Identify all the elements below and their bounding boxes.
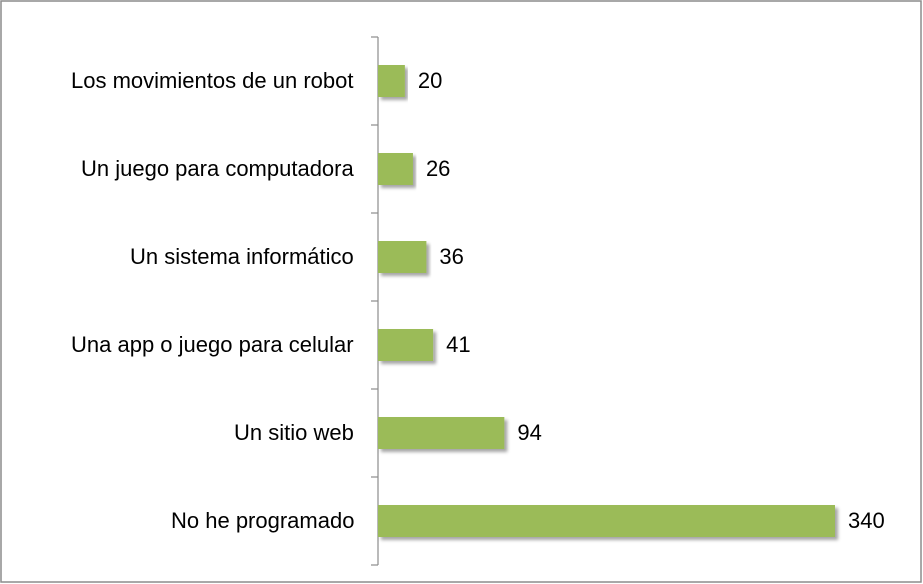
category-label: Los movimientos de un robot (71, 68, 354, 93)
category-label: No he programado (171, 508, 355, 533)
value-label: 94 (517, 420, 541, 445)
category-label: Un juego para computadora (81, 156, 354, 181)
bar (378, 417, 505, 449)
value-label: 340 (848, 508, 885, 533)
bar (378, 153, 413, 185)
value-label: 41 (446, 332, 470, 357)
category-label: Una app o juego para celular (71, 332, 354, 357)
value-label: 36 (439, 244, 463, 269)
bar (378, 65, 405, 97)
category-label: Un sitio web (234, 420, 354, 445)
value-label: 26 (426, 156, 450, 181)
category-label: Un sistema informático (130, 244, 354, 269)
value-label: 20 (418, 68, 442, 93)
bar (378, 505, 835, 537)
bar (378, 241, 427, 273)
bar (378, 329, 434, 361)
